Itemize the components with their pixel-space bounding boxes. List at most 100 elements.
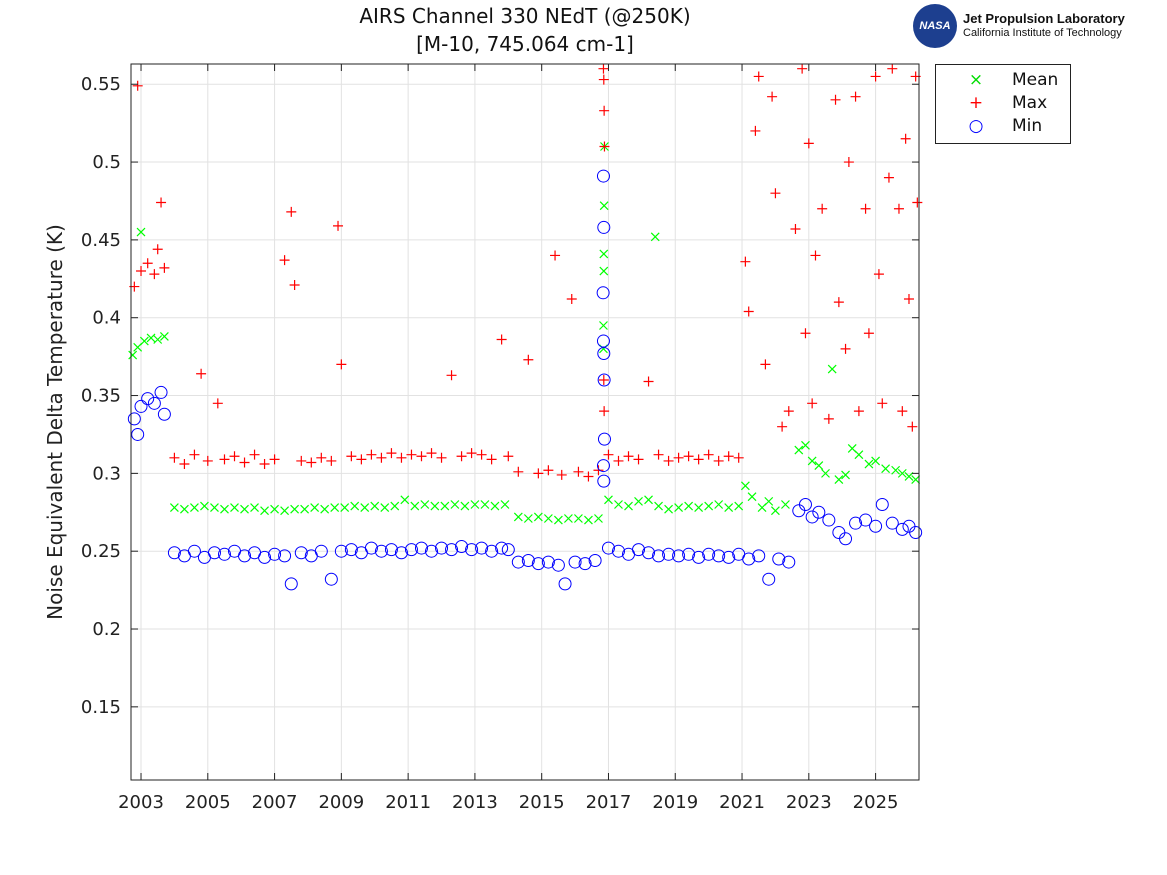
min-point bbox=[597, 347, 611, 361]
max-point bbox=[289, 280, 300, 291]
x-tick-label: 2019 bbox=[652, 792, 698, 813]
min-point bbox=[839, 532, 853, 546]
mean-point bbox=[704, 501, 714, 511]
mean-point bbox=[904, 472, 914, 481]
x-tick-label: 2025 bbox=[853, 792, 899, 813]
min-point bbox=[495, 541, 509, 555]
max-point bbox=[436, 452, 447, 463]
min-point bbox=[207, 546, 221, 560]
mean-point bbox=[801, 440, 810, 450]
min-point bbox=[167, 546, 181, 560]
min-point bbox=[597, 432, 611, 446]
max-point bbox=[599, 406, 610, 417]
max-point bbox=[366, 449, 377, 460]
min-point bbox=[792, 504, 806, 518]
max-point bbox=[333, 220, 344, 231]
min-point bbox=[885, 516, 899, 530]
max-point bbox=[803, 138, 814, 149]
max-point bbox=[136, 266, 147, 277]
y-tick-label: 0.25 bbox=[81, 541, 121, 562]
min-point bbox=[344, 543, 358, 557]
max-point bbox=[777, 421, 788, 432]
max-point bbox=[296, 455, 307, 466]
min-point bbox=[455, 540, 469, 554]
mean-point bbox=[360, 503, 370, 513]
x-tick-label: 2021 bbox=[719, 792, 765, 813]
y-tick-label: 0.3 bbox=[92, 463, 121, 484]
max-point bbox=[599, 141, 610, 152]
mean-point bbox=[240, 504, 249, 514]
max-point bbox=[212, 398, 223, 409]
min-point bbox=[832, 526, 846, 540]
mean-point bbox=[310, 503, 320, 513]
mean-point bbox=[594, 514, 603, 523]
min-point bbox=[712, 549, 726, 563]
min-point bbox=[798, 497, 812, 511]
max-point bbox=[760, 359, 771, 370]
mean-point bbox=[911, 475, 921, 485]
mean-point bbox=[740, 481, 750, 491]
max-point bbox=[807, 398, 818, 409]
mean-point bbox=[864, 459, 874, 469]
min-point bbox=[672, 549, 686, 563]
x-tick-label: 2005 bbox=[185, 792, 231, 813]
plus-marker-icon: + bbox=[968, 93, 984, 113]
mean-point bbox=[891, 465, 901, 475]
max-point bbox=[790, 223, 801, 234]
max-point bbox=[797, 63, 808, 74]
mean-point bbox=[664, 504, 674, 514]
min-point bbox=[384, 543, 398, 557]
chart-subtitle: [M-10, 745.064 cm-1] bbox=[416, 32, 634, 56]
max-point bbox=[877, 398, 888, 409]
max-point bbox=[156, 197, 167, 208]
min-point bbox=[596, 286, 610, 300]
max-point bbox=[386, 448, 397, 459]
grid bbox=[131, 64, 919, 780]
mean-point bbox=[794, 445, 804, 455]
min-point bbox=[154, 385, 168, 399]
max-point bbox=[613, 455, 624, 466]
max-point bbox=[770, 188, 781, 199]
min-point bbox=[541, 555, 555, 569]
max-point bbox=[740, 256, 751, 267]
max-point bbox=[912, 197, 923, 208]
max-point bbox=[623, 451, 634, 462]
mean-point bbox=[300, 504, 310, 514]
mean-point bbox=[599, 266, 609, 276]
min-point bbox=[531, 557, 545, 571]
max-point bbox=[132, 80, 143, 91]
mean-point bbox=[684, 501, 694, 511]
y-tick-label: 0.2 bbox=[92, 619, 121, 640]
max-point bbox=[733, 452, 744, 463]
max-point bbox=[598, 63, 609, 74]
mean-point bbox=[460, 501, 470, 511]
mean-point bbox=[220, 504, 229, 514]
mean-point bbox=[543, 514, 553, 523]
circle-marker-icon: ○ bbox=[968, 116, 984, 136]
max-point bbox=[396, 452, 407, 463]
max-point bbox=[810, 250, 821, 261]
max-point bbox=[870, 71, 881, 82]
max-point bbox=[723, 451, 734, 462]
max-point bbox=[189, 449, 200, 460]
max-point bbox=[543, 465, 554, 476]
min-point bbox=[859, 513, 873, 527]
min-point bbox=[722, 550, 736, 564]
mean-point bbox=[881, 464, 891, 474]
logo-sub: California Institute of Technology bbox=[963, 27, 1122, 39]
min-point bbox=[278, 549, 292, 563]
mean-point bbox=[897, 468, 907, 478]
series-max bbox=[129, 63, 923, 482]
max-point bbox=[142, 258, 153, 269]
y-tick-label: 0.35 bbox=[81, 386, 121, 407]
x-tick-label: 2023 bbox=[786, 792, 832, 813]
min-point bbox=[558, 577, 572, 591]
max-point bbox=[900, 133, 911, 144]
min-point bbox=[485, 544, 499, 558]
max-point bbox=[743, 306, 754, 317]
max-point bbox=[269, 454, 280, 465]
min-point bbox=[611, 544, 625, 558]
min-point bbox=[268, 547, 282, 561]
mean-point bbox=[210, 503, 219, 513]
